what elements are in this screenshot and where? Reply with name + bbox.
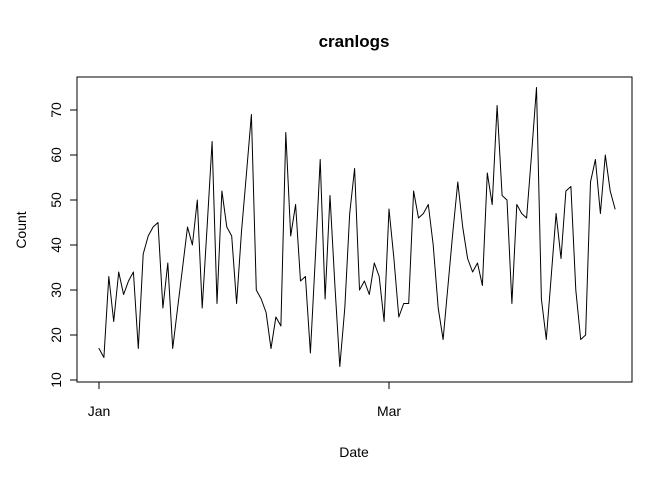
data-line xyxy=(98,87,616,367)
y-tick-label: 40 xyxy=(48,237,64,253)
y-tick-label: 60 xyxy=(48,147,64,163)
y-tick-label: 30 xyxy=(48,282,64,298)
y-tick-label: 20 xyxy=(48,327,64,343)
chart-title: cranlogs xyxy=(318,32,390,51)
x-axis-title: Date xyxy=(339,444,369,460)
y-tick-label: 70 xyxy=(48,102,64,118)
y-tick-label: 10 xyxy=(48,372,64,388)
x-tick-label: Jan xyxy=(87,403,111,419)
x-tick-label: Mar xyxy=(376,403,402,419)
axis-tick-marks xyxy=(70,109,390,389)
plot-box xyxy=(76,76,633,383)
y-tick-label: 50 xyxy=(48,192,64,208)
